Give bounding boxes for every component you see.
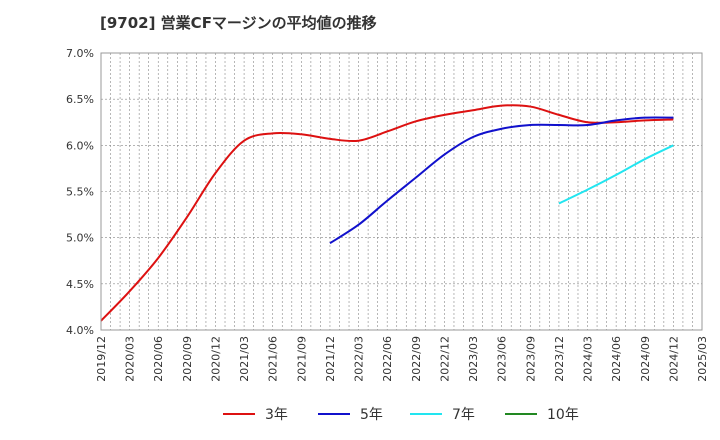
x-tick-label: 2023/03 (467, 336, 480, 382)
x-tick-label: 2020/12 (209, 336, 222, 382)
y-tick-label: 5.5% (66, 186, 94, 199)
x-tick-label: 2022/12 (438, 336, 451, 382)
x-tick-label: 2024/06 (610, 336, 623, 382)
y-tick-label: 6.0% (66, 139, 94, 152)
y-tick-label: 5.0% (66, 232, 94, 245)
x-tick-label: 2019/12 (95, 336, 108, 382)
x-tick-label: 2022/03 (353, 336, 366, 382)
series-line-2 (558, 144, 674, 205)
y-tick-label: 7.0% (66, 47, 94, 60)
legend-label: 5年 (360, 407, 383, 423)
plot-frame (100, 52, 703, 331)
x-axis-ticks: 2019/12 2020/03 2020/06 2020/09 2020/12 2021/… (95, 336, 709, 382)
legend-label: 3年 (265, 407, 288, 423)
x-tick-label: 2024/03 (582, 336, 595, 382)
x-tick-label: 2024/12 (667, 336, 680, 382)
x-tick-label: 2021/12 (324, 336, 337, 382)
x-tick-label: 2021/09 (295, 336, 308, 382)
x-tick-label: 2022/06 (381, 336, 394, 382)
y-tick-label: 4.0% (66, 324, 94, 337)
series-lines (100, 104, 674, 322)
y-tick-label: 4.5% (66, 278, 94, 291)
x-tick-label: 2020/09 (181, 336, 194, 382)
legend: 3年 5年 7年 10年 (223, 407, 579, 423)
x-tick-label: 2020/06 (152, 336, 165, 382)
x-tick-label: 2021/03 (238, 336, 251, 382)
legend-label: 10年 (547, 407, 579, 423)
chart-title: [9702] 営業CFマージンの平均値の推移 (100, 14, 377, 32)
x-tick-label: 2022/09 (410, 336, 423, 382)
x-tick-label: 2021/06 (267, 336, 280, 382)
legend-label: 7年 (452, 407, 475, 423)
y-tick-label: 6.5% (66, 93, 94, 106)
y-axis-ticks: 4.0% 4.5% 5.0% 5.5% 6.0% 6.5% 7.0% (66, 47, 94, 337)
series-line-0 (100, 104, 674, 322)
series-line-1 (329, 116, 674, 245)
x-tick-label: 2023/12 (553, 336, 566, 382)
grid (101, 53, 702, 330)
x-tick-label: 2023/06 (496, 336, 509, 382)
x-tick-label: 2023/09 (524, 336, 537, 382)
x-tick-label: 2024/09 (639, 336, 652, 382)
x-tick-label: 2020/03 (124, 336, 137, 382)
x-tick-label: 2025/03 (696, 336, 709, 382)
